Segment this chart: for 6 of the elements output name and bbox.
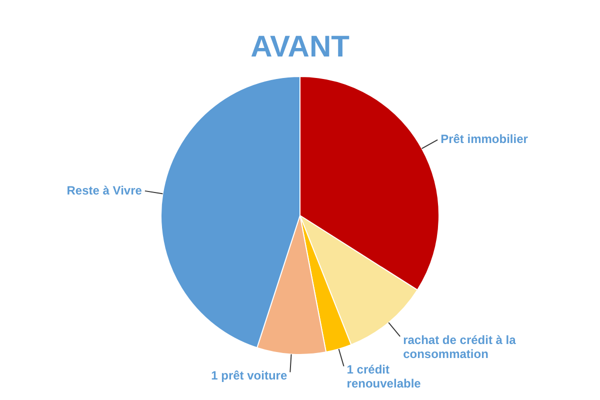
slice-label: Prêt immobilier [440,132,528,146]
slice-label: 1 prêt voiture [211,368,288,383]
slice-label: rachat de crédit à la consommation [403,332,516,361]
chart-title: AVANT [250,30,350,64]
slice-label: 1 crédit renouvelable [346,362,422,391]
slice-label: Reste à Vivre [66,183,142,198]
